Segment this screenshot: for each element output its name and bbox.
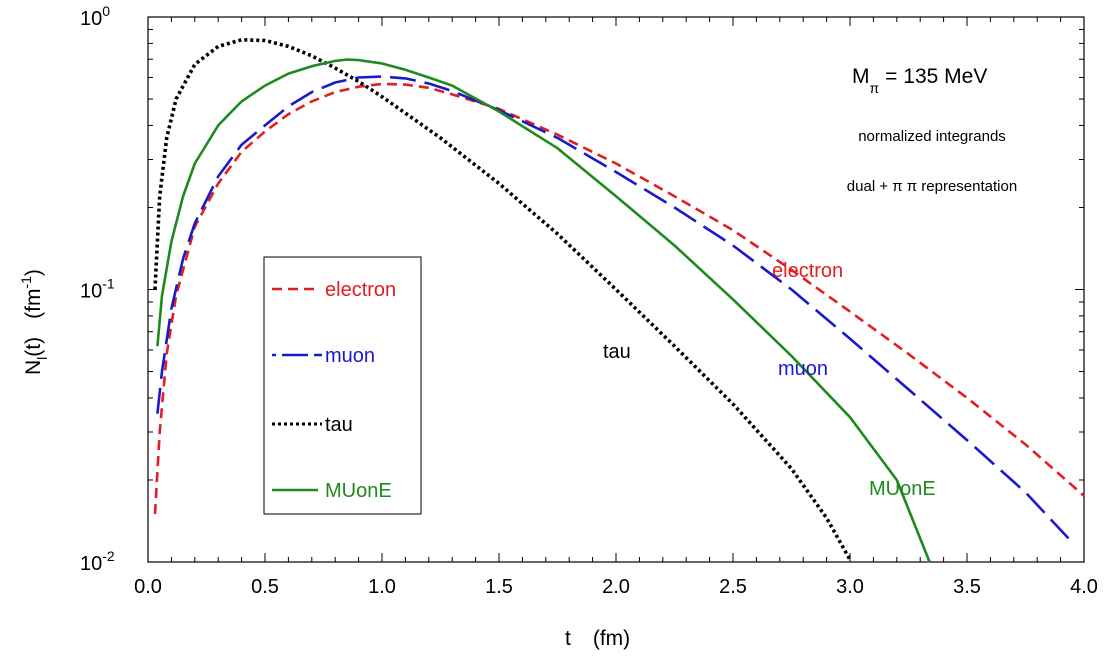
curve-label-muon: muon: [778, 358, 828, 380]
x-tick-label: 2.5: [719, 576, 747, 598]
x-axis-title: t (fm): [565, 627, 630, 650]
x-tick-label: 2.0: [602, 576, 630, 598]
y-tick-labels: 10-2 10-1 100: [80, 3, 115, 575]
legend-box: [263, 256, 422, 515]
y-tick-label: 10-2: [80, 548, 115, 575]
y-tick-label: 10-1: [80, 276, 115, 303]
legend-label-muon: muon: [325, 345, 375, 367]
normalized-annotation: normalized integrands: [858, 128, 1006, 145]
x-tick-label: 4.0: [1070, 576, 1098, 598]
x-tick-label: 1.0: [368, 576, 396, 598]
legend-label-muone: MUonE: [325, 480, 392, 502]
series-line-muone: [156, 58, 931, 563]
x-tick-label: 3.5: [953, 576, 981, 598]
curve-label-muone: MUonE: [869, 478, 936, 500]
x-tick-label: 3.0: [836, 576, 864, 598]
x-tick-label: 1.5: [485, 576, 513, 598]
legend-label-electron: electron: [325, 279, 396, 301]
legend-label-tau: tau: [325, 414, 353, 436]
x-tick-label: 0.0: [134, 576, 162, 598]
legend: electron muon tau MUonE: [263, 256, 422, 515]
y-axis-title: Nl(t)(fm-1): [18, 269, 50, 375]
axis-ticks: [147, 17, 1085, 563]
series-group: [153, 38, 1085, 563]
representation-annotation: dual + π π representation: [847, 178, 1017, 195]
series-line-tau: [153, 38, 852, 561]
curve-label-electron: electron: [772, 260, 843, 282]
curve-label-tau: tau: [603, 341, 631, 363]
series-line-electron: [153, 82, 1085, 515]
x-tick-labels: 0.0 0.5 1.0 1.5 2.0 2.5 3.0 3.5 4.0: [134, 576, 1098, 598]
x-tick-label: 0.5: [251, 576, 279, 598]
mass-annotation: Mπ = 135 MeV: [852, 65, 987, 96]
series-line-muon: [156, 75, 1074, 544]
y-tick-label: 100: [80, 3, 110, 30]
